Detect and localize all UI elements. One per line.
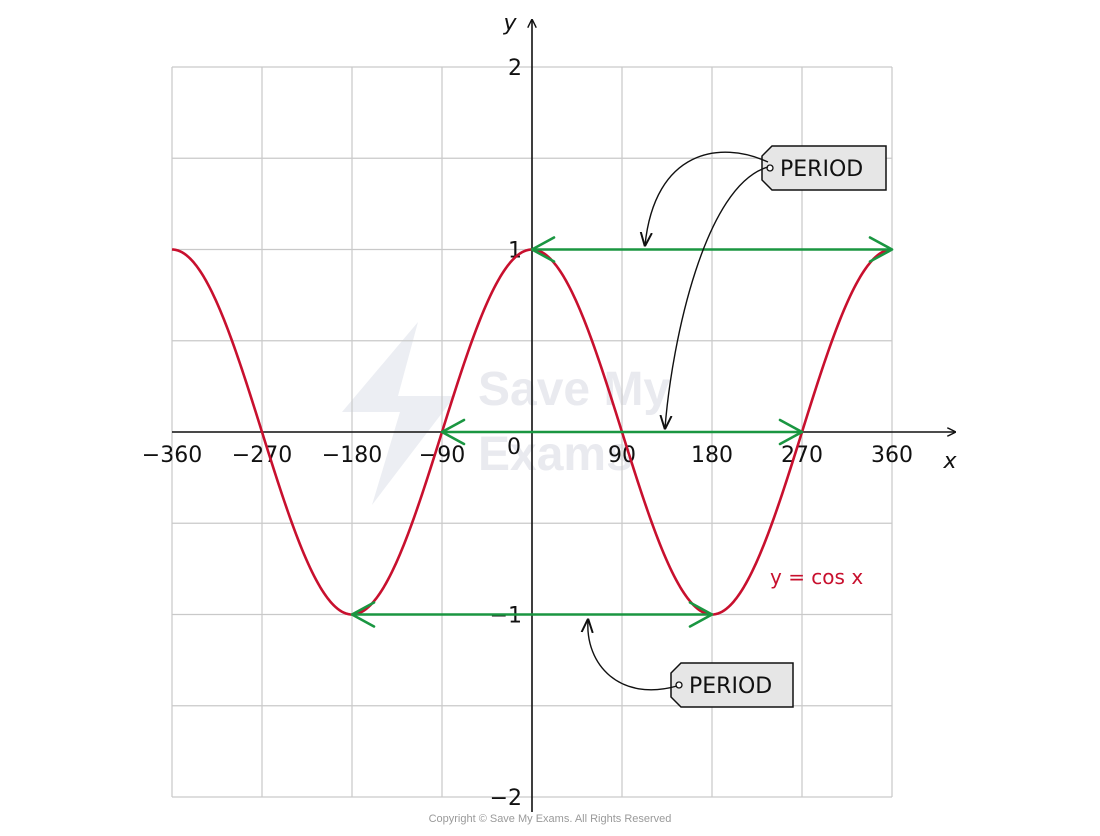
tag-hole-icon xyxy=(675,681,683,689)
period-arrow-head-right xyxy=(688,601,714,628)
watermark-line1: Save My xyxy=(478,363,670,416)
x-tick-label: 180 xyxy=(691,443,733,468)
y-axis-label: y xyxy=(502,11,517,36)
period-tag-label: PERIOD xyxy=(689,674,772,699)
period-arrows xyxy=(350,236,894,628)
period-arrow-head-right xyxy=(868,236,894,263)
period-arrow-head-right xyxy=(778,418,804,446)
period-tag xyxy=(761,145,887,191)
x-tick-label: −180 xyxy=(322,443,382,468)
x-axis-label: x xyxy=(942,449,957,474)
copyright-notice: Copyright © Save My Exams. All Rights Re… xyxy=(428,813,672,825)
period-tag xyxy=(670,662,794,708)
watermark-line2: Exams xyxy=(478,428,633,481)
axes xyxy=(172,20,955,812)
x-tick-label: 360 xyxy=(871,443,913,468)
period-arrow-head-left xyxy=(440,418,466,446)
tag-hole-icon xyxy=(766,164,774,172)
annotations: PERIOD PERIOD xyxy=(588,145,887,708)
x-tick-label: −270 xyxy=(232,443,292,468)
period-arrow-head-left xyxy=(350,601,376,628)
period-tag-label: PERIOD xyxy=(780,157,863,182)
x-tick-label: −360 xyxy=(142,443,202,468)
watermark-bolt-icon xyxy=(342,322,455,505)
x-tick-label: 270 xyxy=(781,443,823,468)
period-arrow-head-left xyxy=(530,236,556,263)
watermark: Save My Exams xyxy=(342,322,670,505)
y-tick-label: 2 xyxy=(508,56,522,81)
y-tick-label: −1 xyxy=(490,604,522,629)
curve-label: y = cos x xyxy=(770,565,863,589)
pointer-arrow xyxy=(588,620,678,691)
y-tick-label: 1 xyxy=(508,239,522,264)
pointer-arrow xyxy=(665,166,769,428)
pointer-arrow xyxy=(645,151,769,245)
origin-label: 0 xyxy=(507,435,521,460)
x-tick-label: −90 xyxy=(419,443,465,468)
y-tick-label: −2 xyxy=(490,786,522,811)
